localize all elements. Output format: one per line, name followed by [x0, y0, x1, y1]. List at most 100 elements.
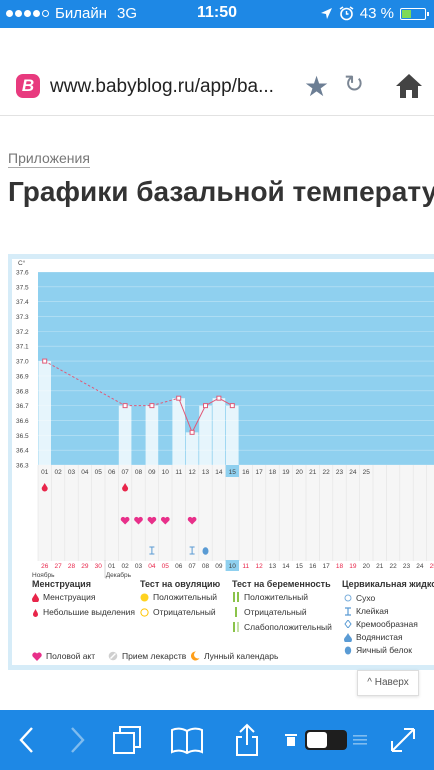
intercourse-marker [134, 516, 143, 525]
date-label: 10 [229, 563, 237, 570]
cycle-day-label: 22 [322, 469, 330, 476]
location-icon [320, 8, 332, 19]
weak-lines-icon [233, 622, 239, 632]
cycle-day-label: 08 [135, 469, 143, 476]
highlight-date-cell [225, 560, 239, 571]
y-tick-label: 37.2 [16, 329, 29, 336]
month-label: Декабрь [106, 571, 132, 579]
legend-intercourse: Половой акт [32, 651, 95, 661]
legend-pregnancy-positive: Положительный [232, 592, 308, 602]
legend-medication: Прием лекарств [108, 651, 186, 661]
cycle-day-label: 21 [309, 469, 317, 476]
tabs-icon [113, 726, 141, 754]
y-tick-label: 36.5 [16, 433, 29, 440]
y-tick-label: 36.4 [16, 448, 29, 455]
cycle-day-label: 20 [296, 469, 304, 476]
signal-icon [6, 10, 49, 17]
star-icon[interactable]: ★ [304, 71, 330, 102]
cycle-day-label: 13 [202, 469, 210, 476]
date-label: 09 [215, 563, 223, 570]
view-toggle[interactable] [282, 710, 372, 770]
carrier-name: Билайн [55, 5, 107, 22]
date-label: 23 [403, 563, 411, 570]
intercourse-marker [120, 516, 130, 525]
date-label: 19 [349, 563, 357, 570]
temperature-point [203, 403, 208, 409]
cycle-day-label: 18 [269, 469, 277, 476]
date-label: 07 [188, 563, 196, 570]
sticky-marker [189, 546, 195, 555]
date-label: 24 [416, 563, 424, 570]
heart-icon [32, 651, 42, 661]
cycle-day-label: 10 [162, 469, 170, 476]
cycle-day-label: 06 [108, 469, 116, 476]
toggle-icon [285, 730, 367, 750]
url-field[interactable]: www.babyblog.ru/app/ba... [50, 76, 274, 97]
back-button[interactable] [4, 710, 50, 770]
y-tick-label: 37.3 [16, 314, 29, 321]
temperature-point [149, 403, 155, 409]
legend-cervical-creamy: Кремообразная [344, 619, 418, 629]
legend-ovulation-header: Тест на овуляцию [140, 579, 221, 589]
date-label: 25 [430, 563, 434, 570]
date-label: 02 [121, 563, 129, 570]
legend-cervical-dry: Сухо [344, 593, 375, 603]
y-tick-label: 36.8 [16, 388, 29, 395]
day-bar [199, 405, 212, 465]
date-label: 15 [296, 563, 304, 570]
sun-outline-icon [140, 607, 149, 617]
cycle-day-label: 01 [41, 469, 49, 476]
day-bar [145, 405, 159, 465]
network-type: 3G [116, 5, 137, 22]
sticky-marker [149, 546, 155, 555]
day-bar [38, 361, 51, 465]
book-icon [171, 727, 203, 754]
temperature-point [176, 395, 182, 401]
eggwhite-icon [344, 646, 352, 654]
home-icon[interactable] [394, 72, 424, 100]
y-tick-label: 36.6 [16, 418, 29, 425]
legend-ovulation-negative: Отрицательный [140, 607, 216, 617]
y-tick-label: 36.3 [16, 463, 29, 470]
day-bar [226, 405, 239, 465]
y-axis-label: C° [18, 259, 26, 267]
tabs-button[interactable] [104, 710, 150, 770]
y-tick-label: 36.7 [16, 403, 29, 410]
cycle-day-label: 19 [282, 469, 290, 476]
share-button[interactable] [224, 710, 270, 770]
date-label: 30 [95, 563, 103, 570]
browser-toolbar [0, 710, 434, 770]
menstruation-marker [41, 483, 48, 492]
legend-cervical-sticky: Клейкая [344, 606, 389, 616]
bookmarks-button[interactable] [164, 710, 210, 770]
day-bar [172, 398, 185, 465]
battery-percent: 43 % [359, 5, 394, 22]
date-label: 20 [363, 563, 371, 570]
reload-icon[interactable]: ↻ [344, 71, 365, 98]
legend-menstruation-header: Менструация [32, 579, 91, 589]
chart-panel: C° 36.3 36.4 36.5 36.6 36.7 36.8 36.9 37.0 37.1 37… [12, 259, 434, 665]
date-label: 01 [108, 563, 116, 570]
date-label: 28 [68, 563, 76, 570]
legend-lunar: Лунный календарь [190, 651, 278, 661]
day-bar [118, 405, 132, 465]
legend-pregnancy-weak: Слабоположительный [232, 622, 332, 632]
bbt-chart: C° 36.3 36.4 36.5 36.6 36.7 36.8 36.9 37.0 37.1 37… [16, 259, 434, 579]
address-bar: B www.babyblog.ru/app/ba... ★ ↻ [0, 56, 434, 116]
temperature-line-segment [178, 398, 193, 433]
temperature-line-segment [44, 360, 126, 407]
date-label: 04 [148, 563, 156, 570]
breadcrumb[interactable]: Приложения [8, 150, 90, 168]
legend-pregnancy-header: Тест на беременность [232, 579, 331, 589]
menstruation-marker [122, 483, 129, 492]
status-bar: Билайн 3G 11:50 43 % [0, 0, 434, 28]
fullscreen-button[interactable] [380, 710, 426, 770]
cycle-day-label: 24 [349, 469, 357, 476]
cycle-day-label: 12 [188, 469, 196, 476]
back-to-top-button[interactable]: ^ Наверх [357, 670, 419, 696]
cycle-day-label: 05 [95, 469, 103, 476]
alarm-icon [339, 6, 354, 21]
pill-icon [108, 651, 118, 661]
forward-button[interactable] [54, 710, 100, 770]
dry-icon [344, 594, 352, 602]
